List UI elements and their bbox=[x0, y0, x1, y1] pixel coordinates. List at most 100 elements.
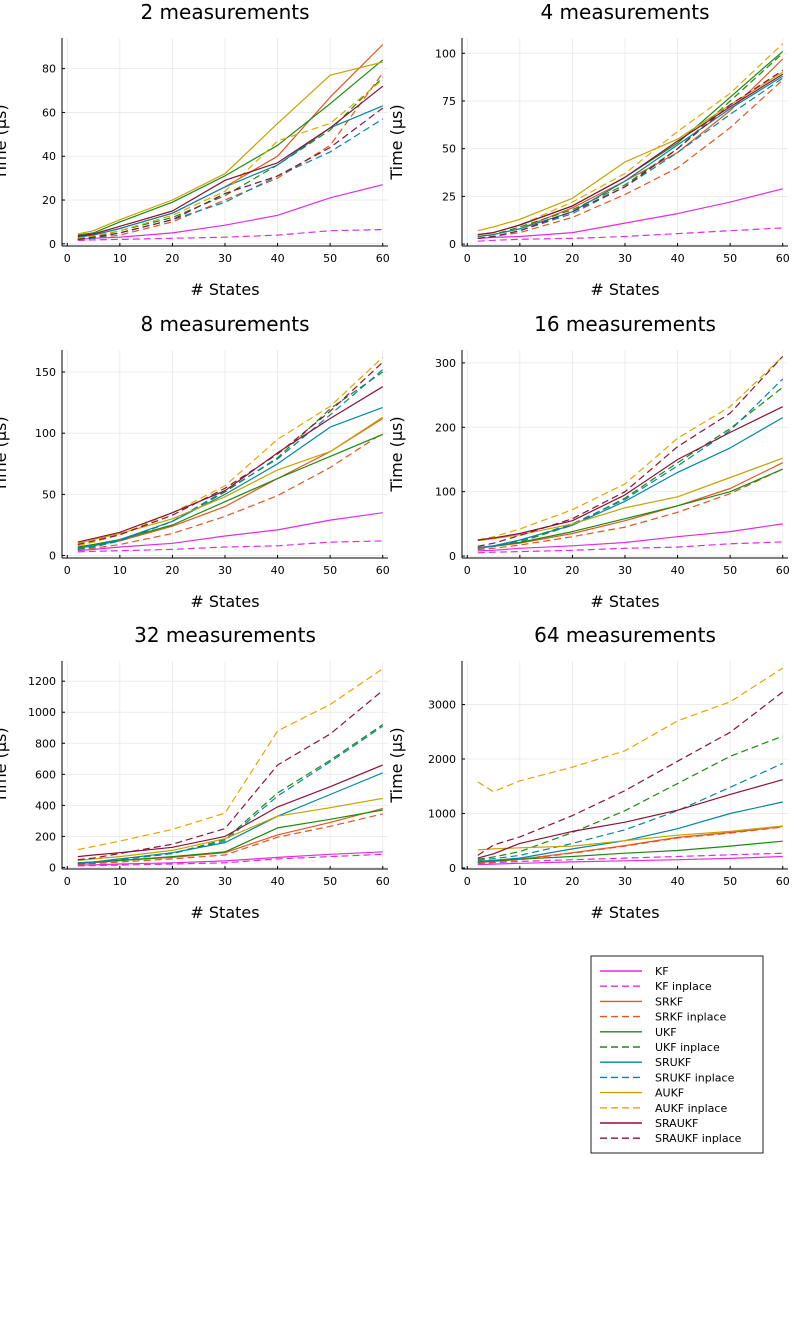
series-line-kf-inplace bbox=[77, 229, 383, 242]
legend-label: SRAUKF bbox=[655, 1117, 698, 1130]
x-tick-label: 20 bbox=[565, 252, 579, 265]
x-axis-label: # States bbox=[190, 592, 259, 611]
x-tick-label: 40 bbox=[671, 252, 685, 265]
x-tick-label: 50 bbox=[723, 875, 737, 888]
series-line-srkf bbox=[77, 807, 383, 865]
x-tick-label: 30 bbox=[618, 252, 632, 265]
series-line-srukf-inplace bbox=[77, 118, 384, 240]
x-tick-label: 10 bbox=[113, 252, 127, 265]
series-line-aukf-inplace bbox=[477, 43, 784, 236]
legend-item-srkf-inplace: SRKF inplace bbox=[600, 1011, 727, 1024]
series-line-sraukf bbox=[477, 406, 783, 541]
series-line-aukf-inplace bbox=[77, 668, 384, 851]
y-axis-label: Time (µs) bbox=[0, 727, 10, 803]
legend-item-sraukf-inplace: SRAUKF inplace bbox=[600, 1132, 742, 1145]
x-tick-label: 30 bbox=[618, 564, 632, 577]
series-line-kf bbox=[477, 188, 783, 239]
y-tick-label: 1200 bbox=[28, 675, 56, 688]
series-line-aukf bbox=[77, 416, 384, 544]
y-tick-label: 300 bbox=[435, 357, 456, 370]
series-lines bbox=[77, 44, 384, 242]
x-tick-label: 40 bbox=[671, 875, 685, 888]
series-line-kf-inplace bbox=[477, 852, 783, 865]
x-tick-label: 0 bbox=[464, 875, 471, 888]
x-tick-label: 60 bbox=[376, 252, 390, 265]
series-line-aukf-inplace bbox=[77, 79, 384, 239]
series-line-srukf bbox=[477, 801, 783, 862]
series-line-srukf-inplace bbox=[77, 725, 384, 865]
series-lines bbox=[477, 667, 784, 866]
x-tick-label: 20 bbox=[165, 875, 179, 888]
x-tick-label: 30 bbox=[218, 564, 232, 577]
y-tick-label: 25 bbox=[442, 190, 456, 203]
legend-label: SRKF bbox=[655, 995, 683, 1008]
x-tick-label: 30 bbox=[218, 252, 232, 265]
legend-item-srukf-inplace: SRUKF inplace bbox=[600, 1071, 735, 1084]
legend-label: KF bbox=[655, 965, 669, 978]
legend-item-ukf-inplace: UKF inplace bbox=[600, 1041, 720, 1054]
series-line-srukf bbox=[477, 417, 783, 549]
chart-panel-8-measurements: 0 10 20 30 40 50 60 0 50 100 150 8 measurements # St… bbox=[0, 312, 390, 611]
y-tick-label: 2000 bbox=[428, 753, 456, 766]
series-line-srkf-inplace bbox=[77, 432, 384, 550]
x-tick-label: 50 bbox=[323, 875, 337, 888]
x-tick-label: 40 bbox=[671, 564, 685, 577]
series-line-ukf-inplace bbox=[477, 735, 783, 860]
series-lines bbox=[77, 668, 384, 867]
x-tick-label: 0 bbox=[64, 564, 71, 577]
x-tick-label: 60 bbox=[776, 875, 790, 888]
y-tick-label: 0 bbox=[49, 238, 56, 251]
legend-item-srkf: SRKF bbox=[600, 995, 683, 1008]
x-axis-label: # States bbox=[590, 903, 659, 922]
series-line-sraukf-inplace bbox=[77, 690, 384, 861]
series-line-ukf bbox=[77, 433, 383, 548]
x-axis-label: # States bbox=[190, 903, 259, 922]
legend-label: SRUKF inplace bbox=[655, 1071, 735, 1084]
x-axis-label: # States bbox=[190, 280, 259, 299]
series-line-aukf-inplace bbox=[77, 356, 384, 547]
legend-label: SRUKF bbox=[655, 1056, 691, 1069]
y-tick-label: 200 bbox=[435, 421, 456, 434]
x-tick-label: 30 bbox=[618, 875, 632, 888]
chart-title: 64 measurements bbox=[534, 623, 716, 647]
series-lines bbox=[477, 43, 784, 242]
y-tick-label: 50 bbox=[42, 488, 56, 501]
x-tick-label: 50 bbox=[323, 252, 337, 265]
series-line-kf bbox=[77, 184, 383, 240]
series-line-aukf bbox=[477, 825, 783, 851]
series-line-kf-inplace bbox=[77, 853, 383, 867]
chart-panel-2-measurements: 0 10 20 30 40 50 60 0 20 40 60 80 2 measurements # St… bbox=[0, 0, 390, 299]
legend-label: UKF inplace bbox=[655, 1041, 720, 1054]
x-tick-label: 10 bbox=[513, 875, 527, 888]
x-tick-label: 40 bbox=[271, 564, 285, 577]
chart-title: 16 measurements bbox=[534, 312, 716, 336]
y-axis-label: Time (µs) bbox=[0, 416, 10, 492]
x-tick-label: 60 bbox=[376, 875, 390, 888]
legend-item-aukf: AUKF bbox=[600, 1087, 684, 1100]
legend-label: SRKF inplace bbox=[655, 1011, 727, 1024]
x-tick-label: 10 bbox=[513, 564, 527, 577]
legend-box bbox=[590, 955, 764, 1154]
legend-item-ukf: UKF bbox=[600, 1026, 677, 1039]
x-tick-label: 10 bbox=[113, 875, 127, 888]
x-tick-label: 20 bbox=[165, 252, 179, 265]
y-tick-label: 1000 bbox=[428, 807, 456, 820]
y-tick-label: 150 bbox=[35, 366, 56, 379]
series-line-aukf bbox=[77, 797, 383, 862]
legend-label: AUKF inplace bbox=[655, 1102, 727, 1115]
series-line-srkf-inplace bbox=[77, 813, 383, 865]
series-line-kf bbox=[77, 851, 383, 866]
series-line-ukf-inplace bbox=[77, 724, 384, 865]
series-line-aukf bbox=[77, 61, 383, 235]
y-tick-label: 3000 bbox=[428, 699, 456, 712]
x-tick-label: 20 bbox=[565, 564, 579, 577]
series-line-srkf-inplace bbox=[477, 468, 783, 551]
x-tick-label: 30 bbox=[218, 875, 232, 888]
x-tick-label: 20 bbox=[165, 564, 179, 577]
series-line-srkf-inplace bbox=[477, 826, 783, 864]
series-line-srukf-inplace bbox=[477, 77, 784, 239]
x-tick-label: 50 bbox=[723, 252, 737, 265]
y-axis-label: Time (µs) bbox=[387, 727, 406, 803]
x-tick-label: 60 bbox=[776, 252, 790, 265]
chart-panel-4-measurements: 0 10 20 30 40 50 60 0 25 50 75 100 4 measurements # S… bbox=[387, 0, 790, 299]
